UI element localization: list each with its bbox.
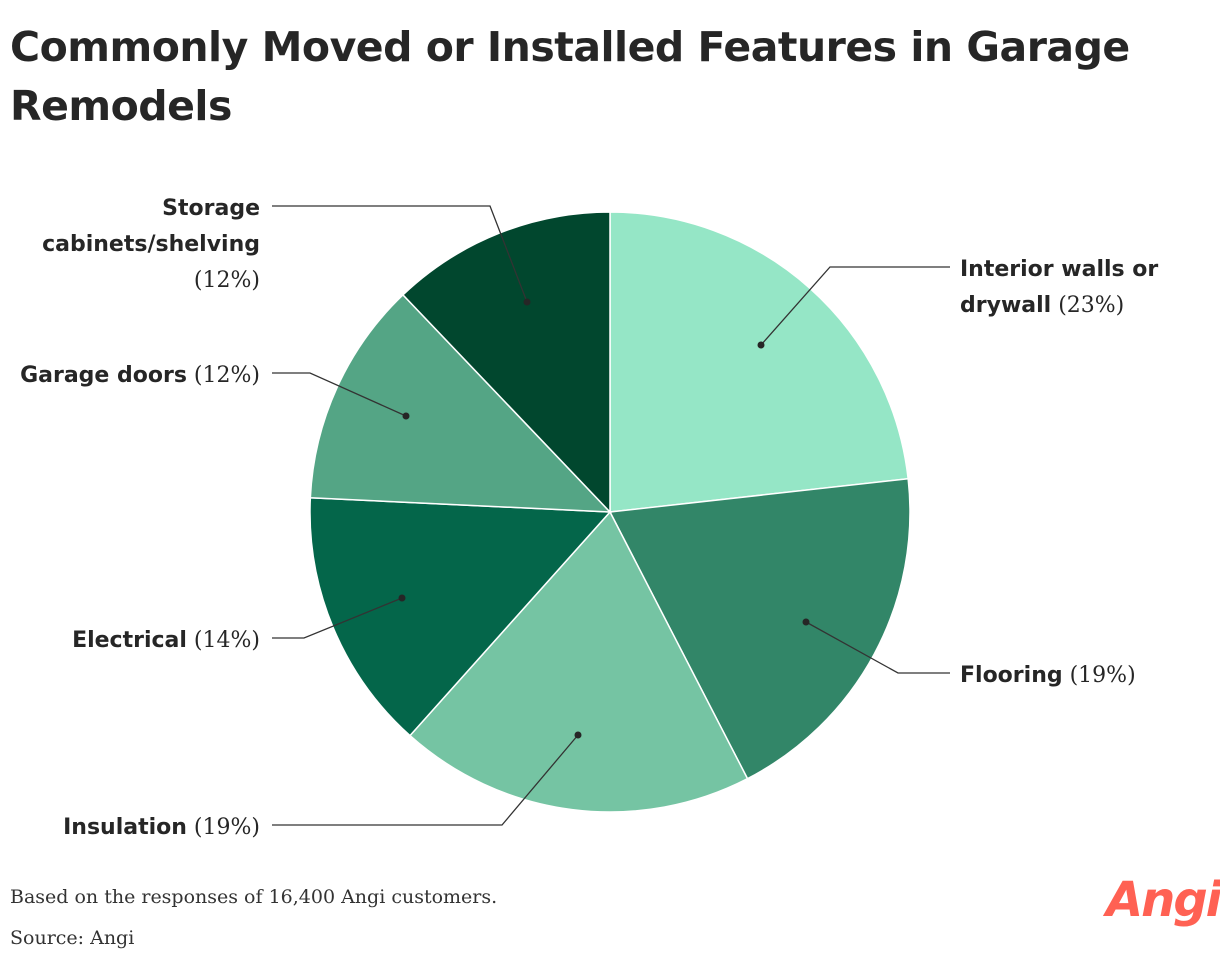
slice-label-percent: (19%) — [1063, 663, 1136, 688]
pie-slice-electrical — [309, 496, 612, 737]
footer-note: Based on the responses of 16,400 Angi cu… — [10, 886, 498, 908]
pie-slices — [309, 211, 911, 813]
slice-label-percent: (14%) — [187, 628, 260, 653]
slice-label-name: drywall — [960, 293, 1051, 318]
slice-label-name: Insulation — [63, 815, 187, 840]
slice-label-name: Storage — [162, 196, 260, 221]
slice-label-electrical: Electrical (14%) — [72, 628, 260, 653]
pie-slice-flooring — [608, 477, 911, 780]
slice-label-percent: (12%) — [194, 268, 260, 293]
slice-label-name: Flooring — [960, 663, 1063, 688]
slice-label-storage-cabinets-shelving: Storage cabinets/shelving (12%) — [42, 196, 260, 293]
slice-label-name: Electrical — [72, 628, 187, 653]
leader-dot-flooring — [802, 618, 810, 626]
chart-title: Commonly Moved or Installed Features in … — [10, 23, 1130, 130]
leader-lines — [272, 205, 950, 826]
leader-dot-electrical — [398, 594, 406, 602]
slice-label-name: Garage doors — [20, 363, 187, 388]
slice-label-insulation: Insulation (19%) — [63, 815, 260, 840]
leader-dot-interior-walls-or-drywall — [757, 341, 765, 349]
pie-slice-garage-doors — [309, 293, 612, 513]
slice-label-name: cabinets/shelving — [42, 232, 260, 257]
pie-slice-insulation — [408, 510, 749, 813]
pie-slice-storage-cabinets-shelving — [401, 211, 611, 514]
leader-line-insulation — [272, 734, 579, 826]
slice-label-garage-doors: Garage doors (12%) — [20, 363, 260, 388]
slice-label-percent: (19%) — [187, 815, 260, 840]
slice-labels: Interior walls or drywall (23%) Flooring (… — [20, 196, 1158, 840]
leader-line-flooring — [805, 621, 950, 674]
slice-label-name: Interior walls or — [960, 257, 1158, 282]
leader-line-garage-doors — [272, 372, 407, 417]
pie-slice-interior-walls-or-drywall — [609, 211, 909, 513]
footer-source: Source: Angi — [10, 927, 135, 949]
leader-dot-storage-cabinets-shelving — [523, 298, 531, 306]
slice-label-interior-walls-or-drywall: Interior walls or drywall (23%) — [960, 257, 1158, 318]
leader-dot-garage-doors — [402, 412, 410, 420]
slice-label-flooring: Flooring (19%) — [960, 663, 1136, 688]
leader-dot-insulation — [574, 731, 582, 739]
slice-label-percent: (12%) — [187, 363, 260, 388]
leader-line-interior-walls-or-drywall — [760, 266, 950, 346]
leader-line-storage-cabinets-shelving — [272, 205, 528, 303]
angi-logo: Angi — [1106, 872, 1220, 928]
leader-line-electrical — [272, 597, 403, 639]
slice-label-percent: (23%) — [1051, 293, 1124, 318]
